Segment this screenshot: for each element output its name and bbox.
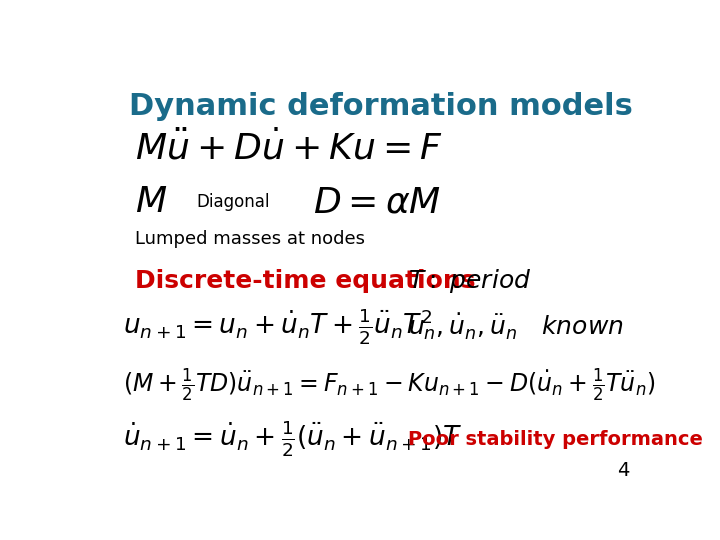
Text: $M$: $M$ (135, 185, 167, 219)
Text: 4: 4 (617, 461, 629, 480)
Text: $(M + \frac{1}{2}TD)\ddot{u}_{n+1} = F_{n+1} - Ku_{n+1} - D(\dot{u}_n + \frac{1}: $(M + \frac{1}{2}TD)\ddot{u}_{n+1} = F_{… (124, 366, 656, 404)
Text: $u_{n+1} = u_n + \dot{u}_n T + \frac{1}{2}\ddot{u}_n T^2$: $u_{n+1} = u_n + \dot{u}_n T + \frac{1}{… (124, 307, 433, 347)
Text: $u_n, \dot{u}_n, \ddot{u}_n \quad known$: $u_n, \dot{u}_n, \ddot{u}_n \quad known$ (408, 312, 624, 342)
Text: $M\ddot{u} + D\dot{u} + Ku = F$: $M\ddot{u} + D\dot{u} + Ku = F$ (135, 130, 442, 166)
Text: Dynamic deformation models: Dynamic deformation models (129, 92, 633, 121)
Text: Lumped masses at nodes: Lumped masses at nodes (135, 231, 364, 248)
Text: $T: \  period$: $T: \ period$ (408, 267, 531, 295)
Text: Discrete-time equations: Discrete-time equations (135, 269, 475, 293)
Text: Poor stability performance: Poor stability performance (408, 429, 703, 449)
Text: $D = \alpha M$: $D = \alpha M$ (313, 185, 441, 219)
Text: $\dot{u}_{n+1} = \dot{u}_n + \frac{1}{2}(\ddot{u}_n + \ddot{u}_{n+1})T$: $\dot{u}_{n+1} = \dot{u}_n + \frac{1}{2}… (124, 419, 463, 459)
Text: Diagonal: Diagonal (196, 193, 269, 211)
